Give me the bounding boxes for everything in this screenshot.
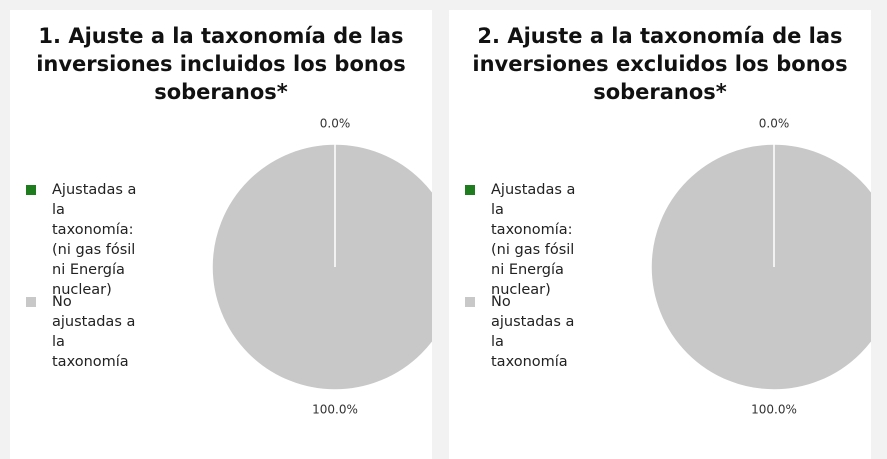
pie-slice bbox=[211, 143, 432, 391]
data-label: 0.0% bbox=[759, 117, 790, 131]
legend-swatch bbox=[26, 185, 36, 195]
chart-panel: 0.0% 100.0% 2. Ajuste a la taxonomía de la… bbox=[449, 10, 871, 459]
chart-title: 1. Ajuste a la taxonomía de las inversio… bbox=[36, 24, 406, 104]
legend-swatch bbox=[26, 297, 36, 307]
data-label: 0.0% bbox=[320, 117, 351, 131]
legend-label: No ajustadas a la taxonomía bbox=[491, 294, 575, 370]
chart-panel: 0.0% 100.0% 1. Ajuste a la taxonomía de la… bbox=[10, 10, 432, 459]
pie-chart: 0.0% 100.0% bbox=[211, 117, 432, 417]
legend-swatch bbox=[465, 297, 475, 307]
pie-slice bbox=[650, 143, 871, 391]
pie-chart: 0.0% 100.0% bbox=[650, 117, 871, 417]
data-label: 100.0% bbox=[751, 403, 797, 417]
legend-label: Ajustadas a la taxonomía: (ni gas fósil … bbox=[491, 182, 576, 298]
legend-swatch bbox=[465, 185, 475, 195]
chart-title: 2. Ajuste a la taxonomía de las inversio… bbox=[472, 24, 848, 104]
data-label: 100.0% bbox=[312, 403, 358, 417]
legend-label: No ajustadas a la taxonomía bbox=[52, 294, 136, 370]
legend-label: Ajustadas a la taxonomía: (ni gas fósil … bbox=[52, 182, 137, 298]
